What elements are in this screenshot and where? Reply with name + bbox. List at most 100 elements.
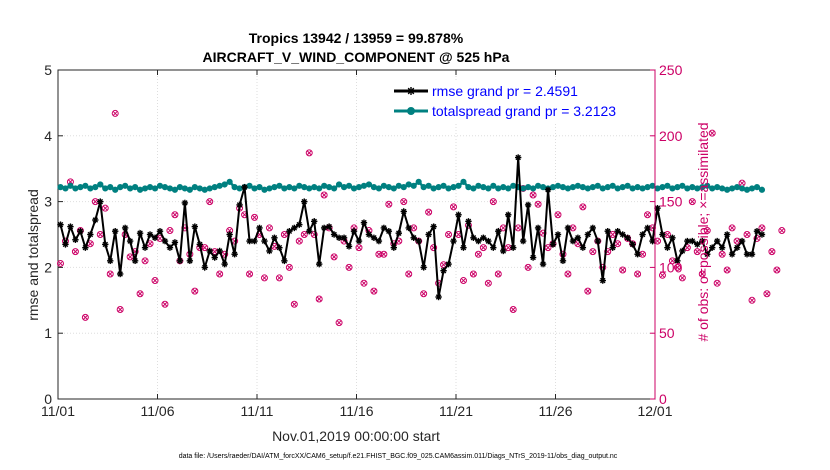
totalspread-point: [748, 185, 756, 192]
totalspread-point: [62, 185, 69, 192]
obs-count-point: [634, 270, 642, 278]
obs-count-point: [678, 274, 686, 282]
totalspread-point: [599, 185, 606, 192]
totalspread-point: [594, 182, 601, 189]
legend-totalspread-label: totalspread grand pr = 3.2123: [432, 103, 616, 119]
totalspread-point: [485, 185, 492, 192]
rmse-point: [480, 234, 487, 241]
rmse-point: [365, 231, 373, 238]
totalspread-point: [82, 182, 89, 189]
obs-count-point: [658, 271, 666, 279]
rmse-point: [450, 237, 457, 245]
obs-count-point: [360, 279, 368, 287]
totalspread-point: [316, 185, 323, 192]
totalspread-point: [609, 182, 616, 189]
obs-count-point: [524, 263, 532, 271]
y-right-axis-ticks: 0 50 100 150 200 250: [650, 62, 683, 407]
x-tick-label: 11/26: [539, 403, 573, 419]
rmse-point: [241, 183, 248, 191]
totalspread-point: [743, 186, 751, 193]
rmse-point: [271, 234, 278, 241]
rmse-point: [375, 237, 383, 245]
rmse-point: [594, 237, 601, 245]
totalspread-point: [87, 185, 94, 192]
chart-title: Tropics 13942 / 13959 = 99.878%: [249, 30, 464, 46]
totalspread-point: [724, 186, 731, 193]
obs-count-point: [320, 191, 328, 199]
totalspread-point: [181, 185, 188, 192]
totalspread-point: [171, 186, 179, 193]
totalspread-point: [490, 182, 497, 189]
totalspread-point: [201, 186, 208, 193]
rmse-point: [325, 223, 333, 230]
obs-count-point: [71, 248, 79, 256]
rmse-point: [291, 224, 298, 232]
rmse-point: [231, 251, 238, 258]
totalspread-point: [117, 184, 124, 191]
totalspread-point: [470, 185, 477, 192]
totalspread-point: [738, 185, 746, 192]
obs-count-point: [718, 250, 726, 258]
rmse-point: [186, 257, 194, 265]
totalspread-point: [141, 185, 149, 192]
x-axis-label: Nov.01,2019 00:00:00 start: [272, 428, 440, 444]
rmse-point: [345, 243, 353, 250]
rmse-point: [574, 234, 582, 241]
obs-count-point: [251, 213, 259, 221]
obs-count-point: [589, 248, 597, 256]
rmse-point: [176, 257, 184, 265]
obs-count-point: [420, 290, 428, 298]
rmse-point: [221, 260, 228, 268]
totalspread-point: [246, 182, 253, 189]
rmse-series: [57, 154, 766, 301]
obs-count-point: [693, 248, 701, 256]
totalspread-point: [579, 184, 586, 191]
obs-count-point: [773, 266, 781, 274]
rmse-point: [156, 228, 164, 235]
totalspread-point: [624, 182, 631, 189]
rmse-point: [385, 228, 393, 235]
obs-count-point: [728, 224, 736, 232]
totalspread-point: [539, 184, 547, 191]
obs-count-point: [688, 198, 696, 206]
rmse-point: [539, 260, 547, 268]
rmse-point: [569, 237, 577, 245]
obs-count-point: [285, 263, 293, 271]
totalspread-point: [450, 184, 457, 191]
totalspread-point: [57, 184, 64, 191]
rmse-point: [470, 234, 477, 241]
totalspread-point: [619, 184, 626, 191]
rmse-point: [395, 229, 402, 237]
obs-count-point: [375, 250, 383, 258]
totalspread-point: [311, 184, 318, 191]
rmse-point: [311, 218, 318, 225]
totalspread-point: [669, 185, 676, 192]
totalspread-point: [296, 182, 303, 189]
obs-count-point: [484, 279, 492, 287]
rmse-point: [301, 198, 308, 205]
totalspread-point: [72, 185, 79, 192]
rmse-point: [82, 244, 89, 251]
obs-count-point: [345, 263, 353, 271]
obs-count-point: [534, 200, 542, 208]
totalspread-point: [534, 182, 542, 189]
totalspread-point: [435, 184, 442, 191]
totalspread-point: [684, 185, 691, 192]
rmse-point: [495, 228, 502, 235]
obs-count-point: [260, 274, 268, 282]
rmse-point: [67, 223, 74, 230]
obs-count-point: [106, 270, 114, 278]
obs-count-point: [708, 129, 716, 137]
obs-count-point: [96, 231, 104, 238]
x-axis-ticks: 11/01 11/06 11/11 11/16 11/21 11/26 12/01: [41, 70, 673, 419]
obs-count-point: [698, 270, 706, 278]
rmse-point: [146, 231, 154, 238]
totalspread-point: [136, 186, 144, 193]
totalspread-point: [664, 182, 671, 189]
obs-count-point: [171, 211, 179, 219]
obs-count-point: [564, 270, 572, 278]
totalspread-point: [256, 184, 263, 191]
totalspread-point: [122, 182, 129, 189]
totalspread-point: [226, 178, 233, 185]
legend-rmse-label: rmse grand pr = 2.4591: [432, 83, 578, 99]
